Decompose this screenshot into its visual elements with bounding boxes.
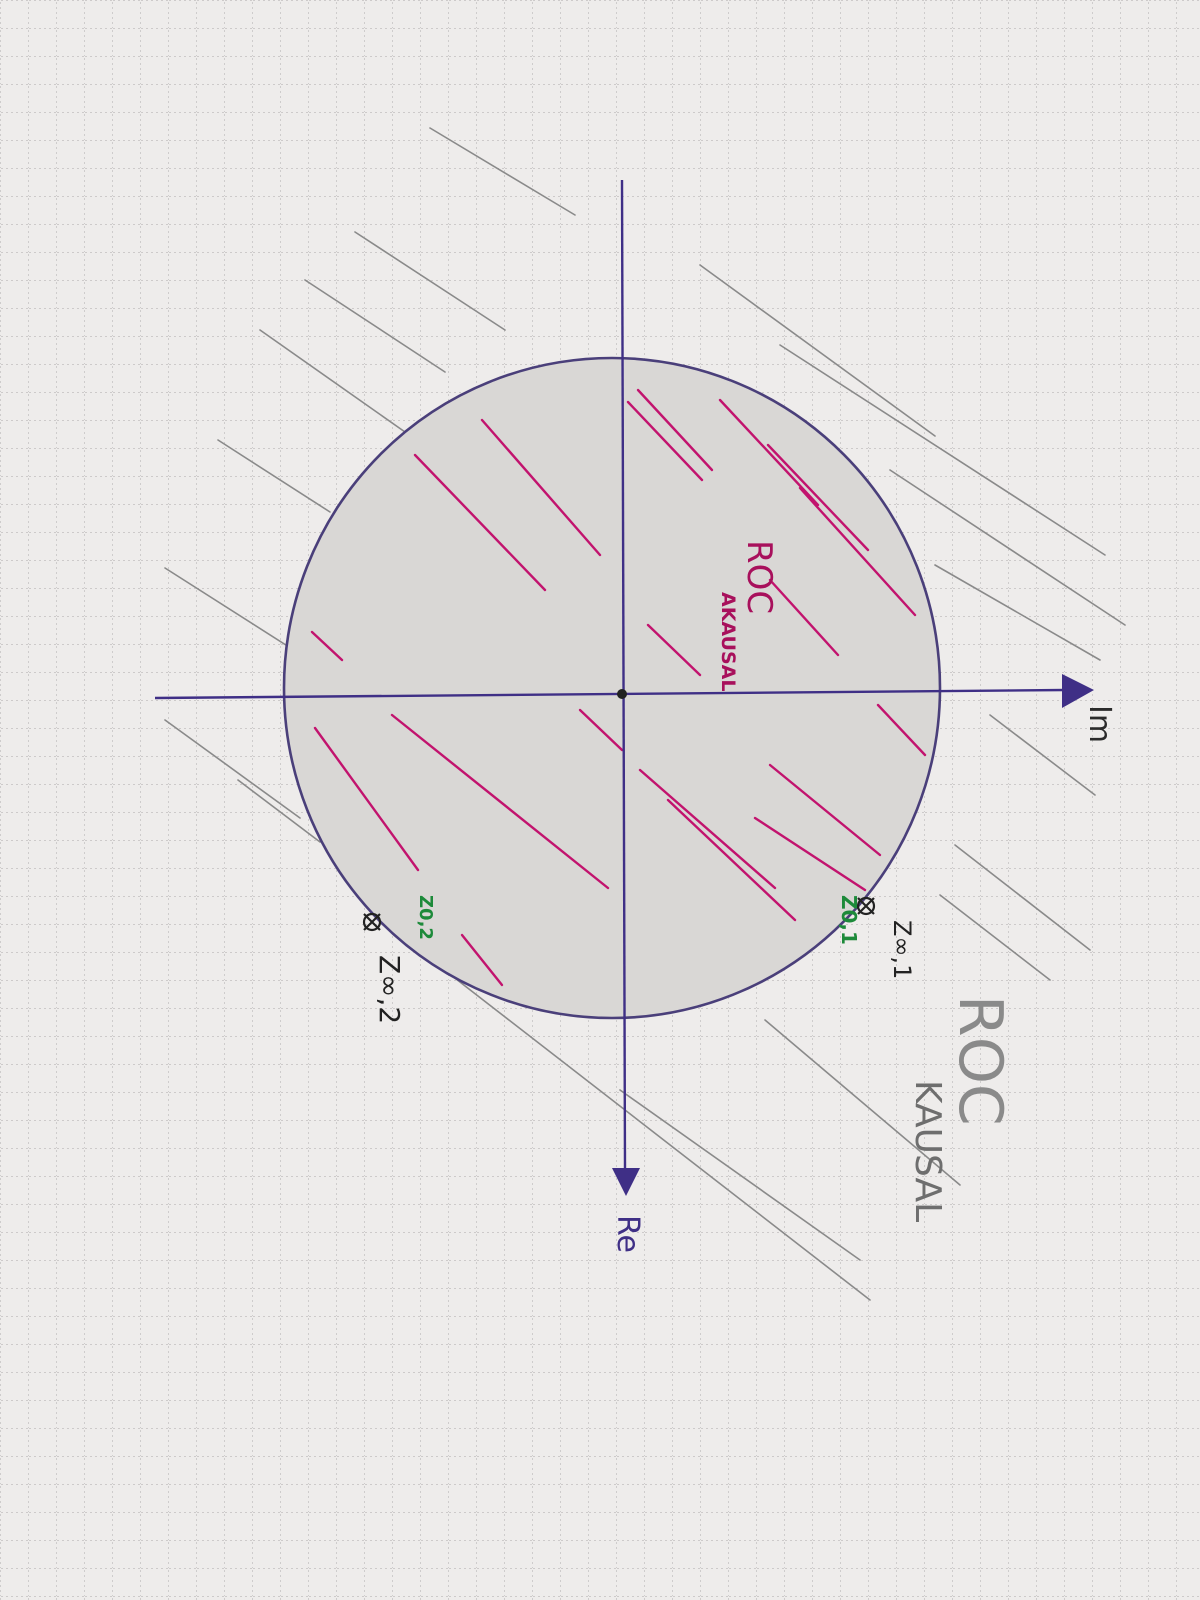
real-axis	[620, 179, 627, 1171]
inside-hatching	[310, 388, 927, 987]
pole-point-1	[856, 896, 876, 916]
imag-axis-arrow-icon	[1062, 674, 1094, 708]
imag-axis-label: Im	[1082, 705, 1117, 743]
inside-region-sublabel: AKAUSAL	[717, 592, 739, 691]
pole-label-2: Z∞,2	[373, 955, 406, 1024]
pole-point-2	[362, 912, 382, 932]
pole-label-1: Z∞,1	[888, 920, 916, 979]
outside-region-sublabel: KAUSAL	[907, 1080, 948, 1222]
origin-point	[617, 689, 627, 699]
unit-circle	[282, 356, 942, 1020]
outside-hatching	[164, 127, 1126, 1301]
real-axis-arrow-icon	[612, 1168, 640, 1196]
inside-region-label: ROC	[739, 540, 779, 614]
zero-label-2: Z0,2	[415, 895, 436, 940]
real-axis-label: Re	[610, 1215, 645, 1253]
axes	[154, 179, 1066, 1171]
outside-region-label: ROC	[945, 995, 1015, 1126]
zero-label-1: Z0,1	[837, 895, 861, 945]
imag-axis	[154, 688, 1066, 700]
